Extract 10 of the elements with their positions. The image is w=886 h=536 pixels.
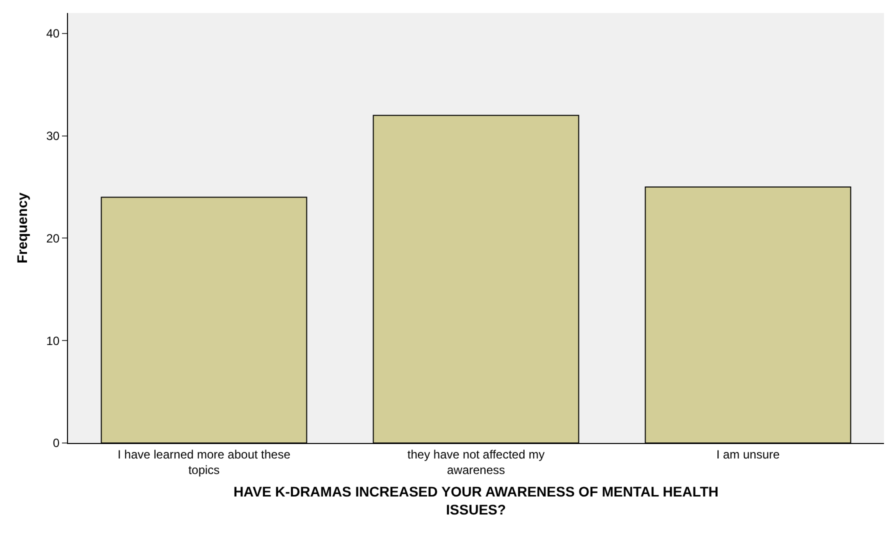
x-axis-title: HAVE K-DRAMAS INCREASED YOUR AWARENESS OF MENTAL HEALTH ISSUES? [233,483,719,518]
x-tick-label: I am unsure [716,447,780,462]
y-tick-label: 30 [46,129,60,144]
y-tick-label: 40 [46,26,60,41]
y-axis-title: Frequency [14,192,30,264]
y-tick-label: 10 [46,334,60,348]
x-tick-label: they have not affected my awareness [407,447,545,477]
y-tick-label: 0 [52,436,60,450]
y-tick-label: 20 [46,231,60,246]
x-tick-label: I have learned more about these topics [118,447,291,477]
